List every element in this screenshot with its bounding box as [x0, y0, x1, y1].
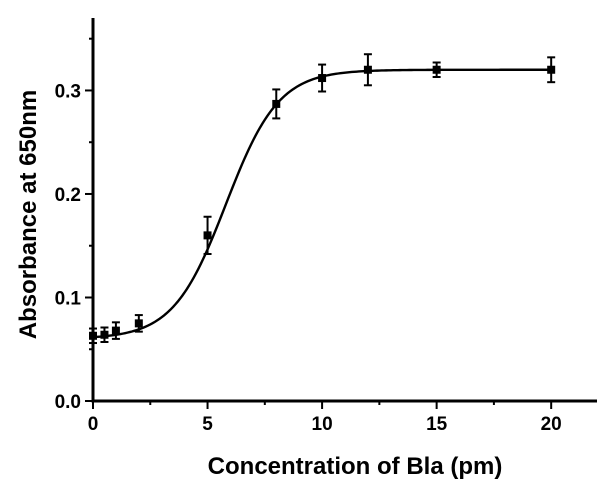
data-point [134, 319, 143, 328]
x-tick-label: 0 [88, 414, 99, 435]
x-tick-label: 10 [312, 414, 333, 435]
y-tick-label: 0.1 [55, 288, 82, 309]
y-tick-label: 0.2 [55, 185, 81, 206]
x-axis-title: Concentration of Bla (pm) [208, 453, 503, 479]
plot-area: 0.0 0.1 0.2 0.3 0 5 10 15 20 [55, 18, 597, 435]
data-point [111, 326, 120, 335]
x-tick-label: 20 [541, 414, 562, 435]
y-tick-label: 0.3 [55, 81, 81, 102]
data-point [547, 65, 556, 74]
data-point [203, 231, 212, 240]
data-point [100, 330, 109, 339]
x-tick-label: 15 [426, 414, 448, 435]
y-axis-title: Absorbance at 650nm [15, 90, 42, 339]
data-point [363, 65, 372, 74]
data-point [318, 74, 327, 83]
data-point [272, 99, 281, 108]
data-point [432, 65, 441, 74]
data-point [89, 331, 97, 340]
fit-curve [92, 68, 552, 339]
y-tick-label: 0.0 [55, 392, 81, 413]
x-tick-label: 5 [202, 414, 213, 435]
